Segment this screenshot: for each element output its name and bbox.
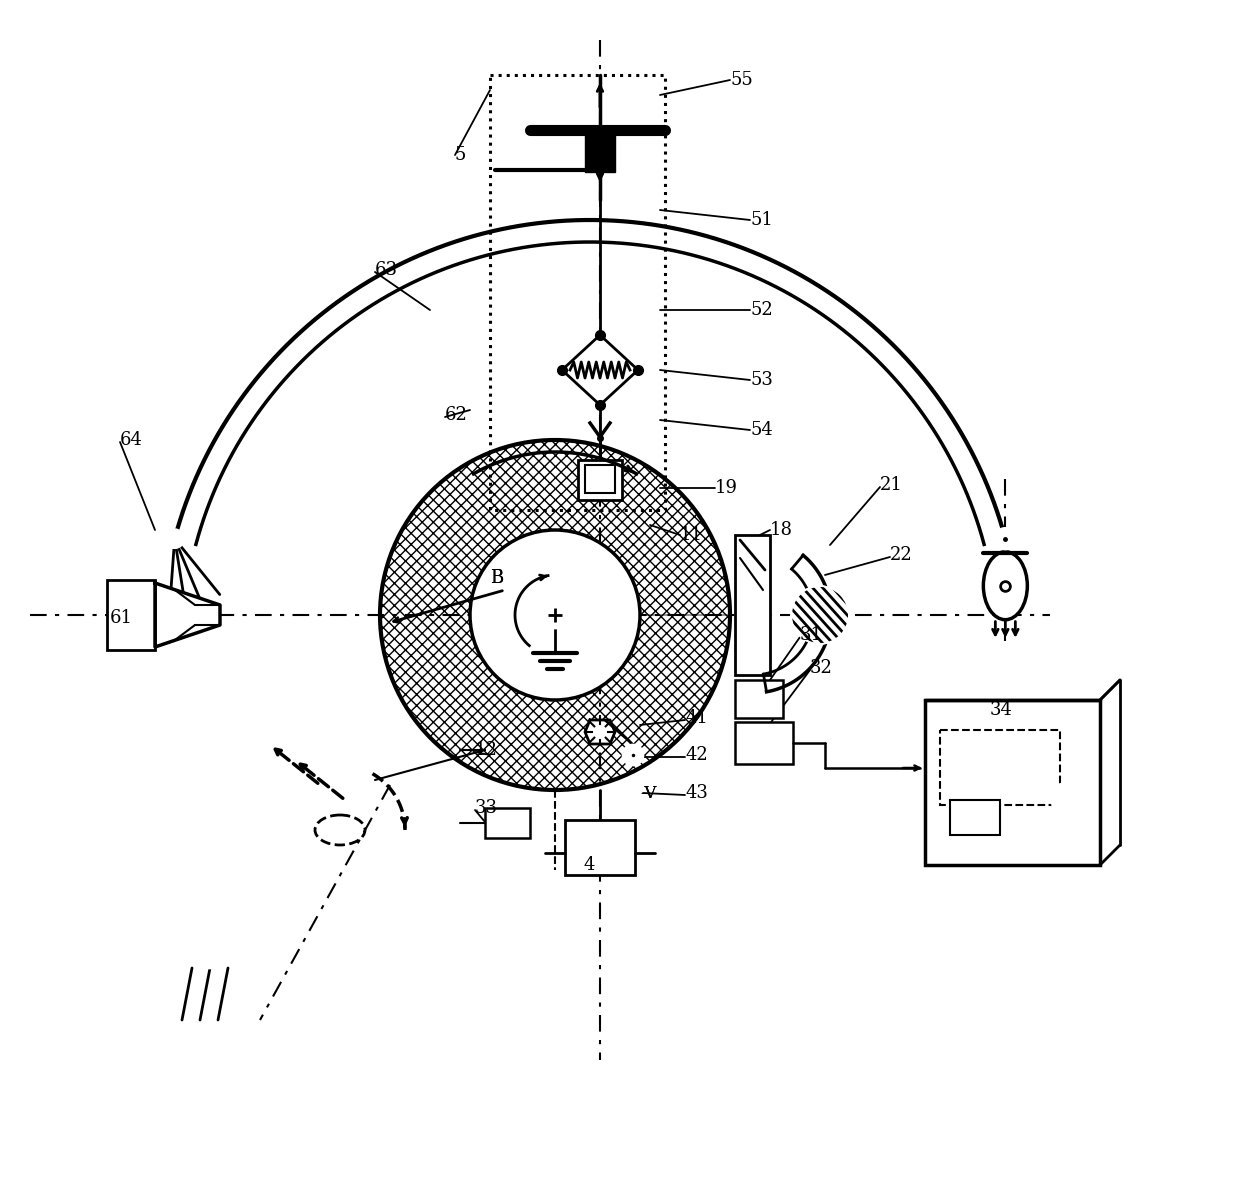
Bar <box>735 535 770 675</box>
Ellipse shape <box>983 551 1028 620</box>
Text: -V: -V <box>640 784 656 802</box>
Text: 34: 34 <box>990 702 1013 719</box>
Text: 61: 61 <box>110 609 133 627</box>
Polygon shape <box>155 583 219 647</box>
Circle shape <box>471 531 639 699</box>
Text: 53: 53 <box>750 371 773 389</box>
Text: 63: 63 <box>374 261 398 279</box>
Text: 54: 54 <box>750 421 773 439</box>
Circle shape <box>792 587 848 644</box>
Text: 43: 43 <box>684 784 708 802</box>
Text: 55: 55 <box>730 71 753 89</box>
Text: B: B <box>490 569 503 587</box>
Bar <box>925 700 1100 865</box>
Text: 62: 62 <box>445 406 467 424</box>
Text: 12: 12 <box>475 741 498 759</box>
Circle shape <box>1052 782 1087 817</box>
Text: 19: 19 <box>715 479 738 497</box>
Text: 5: 5 <box>455 146 466 164</box>
Bar <box>485 808 529 838</box>
Circle shape <box>622 745 644 765</box>
Bar <box>735 680 782 718</box>
Circle shape <box>166 530 184 548</box>
Text: 32: 32 <box>810 659 833 677</box>
Circle shape <box>202 952 218 968</box>
Text: 11: 11 <box>680 526 703 544</box>
Bar <box>565 820 635 875</box>
Text: 31: 31 <box>800 626 823 644</box>
Text: 22: 22 <box>890 547 913 564</box>
Text: 42: 42 <box>684 746 708 764</box>
Text: 4: 4 <box>583 856 594 874</box>
Bar <box>585 465 615 493</box>
Text: 33: 33 <box>475 799 498 817</box>
Polygon shape <box>585 720 615 744</box>
Text: 52: 52 <box>750 300 773 319</box>
Text: B: B <box>490 569 503 587</box>
Text: 21: 21 <box>880 476 903 494</box>
Bar <box>490 75 665 510</box>
Bar <box>940 730 1060 804</box>
Bar <box>585 130 615 172</box>
Circle shape <box>792 587 848 644</box>
Bar <box>578 460 622 500</box>
Text: -V: -V <box>640 784 656 802</box>
Bar <box>107 580 155 649</box>
Text: 41: 41 <box>684 709 708 728</box>
Circle shape <box>542 602 568 628</box>
Text: 18: 18 <box>770 521 794 539</box>
Text: 51: 51 <box>750 211 773 230</box>
Polygon shape <box>562 335 639 405</box>
Text: 64: 64 <box>120 431 143 450</box>
Bar <box>735 722 794 764</box>
Circle shape <box>996 529 1016 549</box>
Bar <box>950 800 999 835</box>
